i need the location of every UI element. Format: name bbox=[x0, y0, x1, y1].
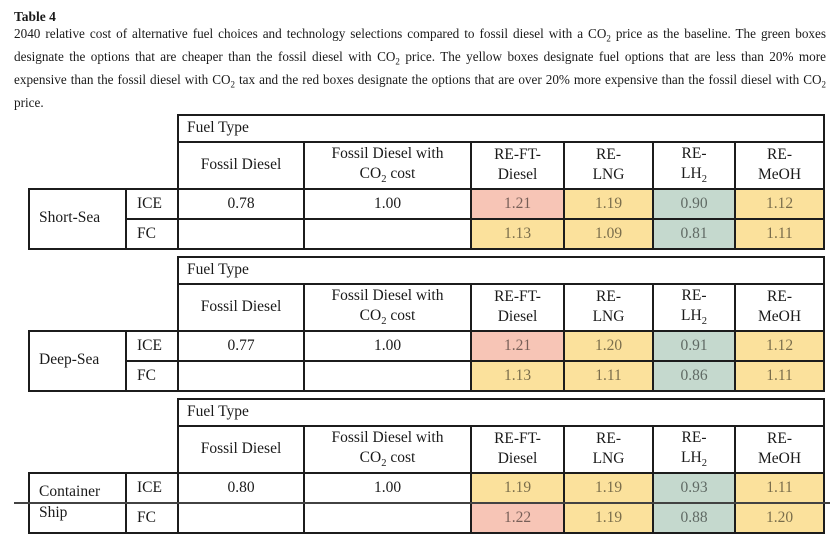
value-cell bbox=[303, 217, 472, 250]
col-header-re-lh2: RE- LH2 bbox=[652, 282, 736, 332]
value-cell: 0.90 bbox=[652, 187, 736, 220]
value-cell: 0.80 bbox=[177, 471, 305, 504]
col-header-fossil-diesel-co2: Fossil Diesel with CO2 cost bbox=[303, 282, 472, 332]
tech-label-ice: ICE bbox=[125, 187, 179, 220]
value-cell: 1.11 bbox=[733, 471, 826, 504]
left-gap bbox=[29, 257, 178, 284]
col-header-re-ft-diesel: RE-FT- Diesel bbox=[470, 282, 565, 332]
col-header-fossil-diesel-co2: Fossil Diesel with CO2 cost bbox=[303, 140, 472, 190]
value-cell: 1.13 bbox=[470, 359, 565, 392]
col-header-re-meoh: RE- MeOH bbox=[733, 282, 826, 332]
value-cell bbox=[303, 501, 472, 534]
left-gap bbox=[29, 284, 178, 331]
value-cell: 1.11 bbox=[563, 359, 654, 392]
left-gap bbox=[29, 115, 178, 142]
value-cell: 1.00 bbox=[303, 471, 472, 504]
value-cell: 0.91 bbox=[652, 329, 736, 362]
value-cell: 0.86 bbox=[652, 359, 736, 392]
cost-table-container-ship: Fuel Type Fossil Diesel Fossil Diesel wi… bbox=[28, 397, 826, 534]
col-header-re-meoh: RE- MeOH bbox=[733, 140, 826, 190]
value-cell: 1.19 bbox=[563, 187, 654, 220]
value-cell: 1.12 bbox=[733, 329, 826, 362]
value-cell: 1.21 bbox=[470, 187, 565, 220]
value-cell bbox=[177, 217, 305, 250]
col-header-re-meoh: RE- MeOH bbox=[733, 424, 826, 474]
value-cell: 0.88 bbox=[652, 501, 736, 534]
col-header-fossil-diesel: Fossil Diesel bbox=[177, 424, 305, 474]
tech-label-ice: ICE bbox=[125, 471, 179, 504]
tech-label-fc: FC bbox=[125, 501, 179, 534]
col-header-re-ft-diesel: RE-FT- Diesel bbox=[470, 424, 565, 474]
value-cell: 1.19 bbox=[563, 501, 654, 534]
left-gap bbox=[29, 426, 178, 473]
value-cell: 1.20 bbox=[733, 501, 826, 534]
value-cell: 1.11 bbox=[733, 359, 826, 392]
left-gap bbox=[29, 399, 178, 426]
value-cell: 0.81 bbox=[652, 217, 736, 250]
table-number-label: Table 4 bbox=[14, 9, 56, 24]
col-header-re-lh2: RE- LH2 bbox=[652, 140, 736, 190]
value-cell: 0.77 bbox=[177, 329, 305, 362]
value-cell bbox=[177, 501, 305, 534]
col-header-re-ft-diesel: RE-FT- Diesel bbox=[470, 140, 565, 190]
value-cell bbox=[303, 359, 472, 392]
ship-type-label: Deep-Sea bbox=[28, 329, 127, 392]
value-cell: 1.22 bbox=[470, 501, 565, 534]
value-cell: 1.00 bbox=[303, 329, 472, 362]
value-cell: 1.00 bbox=[303, 187, 472, 220]
col-header-re-lng: RE- LNG bbox=[563, 282, 654, 332]
col-header-fossil-diesel: Fossil Diesel bbox=[177, 140, 305, 190]
ship-type-label: Short-Sea bbox=[28, 187, 127, 250]
fuel-type-header: Fuel Type bbox=[176, 397, 826, 427]
tech-label-fc: FC bbox=[125, 359, 179, 392]
col-header-re-lh2: RE- LH2 bbox=[652, 424, 736, 474]
tables-container: Fuel Type Fossil Diesel Fossil Diesel wi… bbox=[28, 113, 826, 534]
col-header-fossil-diesel-co2: Fossil Diesel with CO2 cost bbox=[303, 424, 472, 474]
fuel-type-header: Fuel Type bbox=[176, 113, 826, 143]
value-cell: 0.93 bbox=[652, 471, 736, 504]
table-caption: 2040 relative cost of alternative fuel c… bbox=[14, 26, 826, 110]
col-header-re-lng: RE- LNG bbox=[563, 140, 654, 190]
bottom-rule-divider bbox=[14, 502, 830, 504]
fuel-type-header: Fuel Type bbox=[176, 255, 826, 285]
value-cell: 1.20 bbox=[563, 329, 654, 362]
value-cell: 1.19 bbox=[563, 471, 654, 504]
cost-table-deep-sea: Fuel Type Fossil Diesel Fossil Diesel wi… bbox=[28, 255, 826, 392]
col-header-fossil-diesel: Fossil Diesel bbox=[177, 282, 305, 332]
tech-label-ice: ICE bbox=[125, 329, 179, 362]
value-cell: 1.13 bbox=[470, 217, 565, 250]
left-gap bbox=[29, 142, 178, 189]
col-header-re-lng: RE- LNG bbox=[563, 424, 654, 474]
value-cell bbox=[177, 359, 305, 392]
value-cell: 0.78 bbox=[177, 187, 305, 220]
cost-table-short-sea: Fuel Type Fossil Diesel Fossil Diesel wi… bbox=[28, 113, 826, 250]
value-cell: 1.19 bbox=[470, 471, 565, 504]
value-cell: 1.12 bbox=[733, 187, 826, 220]
value-cell: 1.11 bbox=[733, 217, 826, 250]
tech-label-fc: FC bbox=[125, 217, 179, 250]
value-cell: 1.21 bbox=[470, 329, 565, 362]
value-cell: 1.09 bbox=[563, 217, 654, 250]
